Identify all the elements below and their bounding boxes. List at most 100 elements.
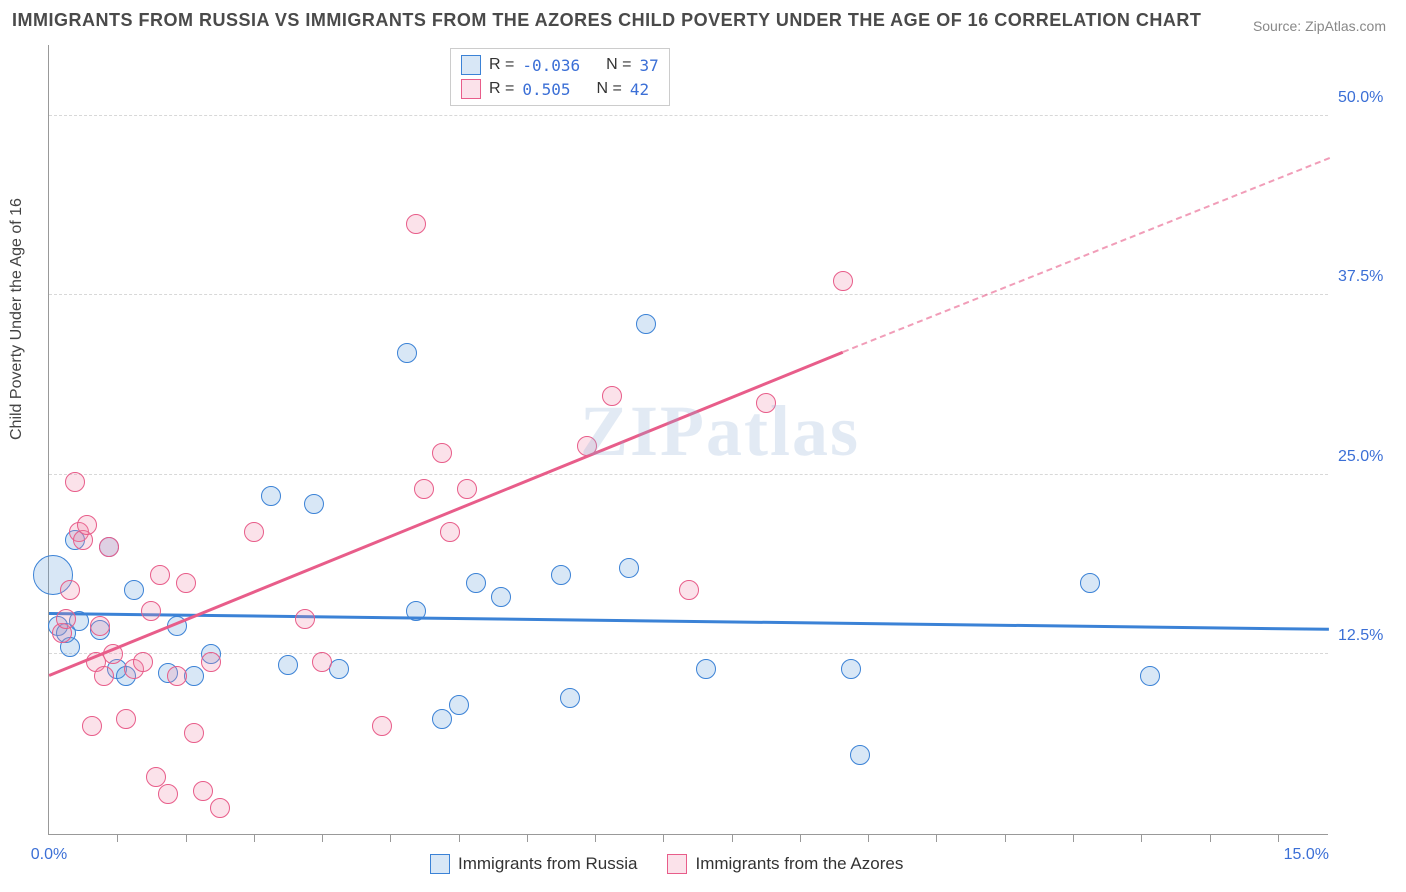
data-point bbox=[551, 565, 571, 585]
data-point bbox=[841, 659, 861, 679]
legend-swatch bbox=[667, 854, 687, 874]
data-point bbox=[406, 214, 426, 234]
y-tick-label: 37.5% bbox=[1338, 268, 1398, 286]
r-label: R = bbox=[489, 80, 514, 98]
r-value: -0.036 bbox=[522, 56, 580, 75]
legend-swatch bbox=[461, 55, 481, 75]
series-legend-item: Immigrants from the Azores bbox=[667, 854, 903, 874]
stats-legend: R = -0.036 N = 37 R = 0.505 N = 42 bbox=[450, 48, 670, 106]
data-point bbox=[167, 666, 187, 686]
gridline bbox=[49, 294, 1328, 295]
gridline bbox=[49, 474, 1328, 475]
data-point bbox=[94, 666, 114, 686]
data-point bbox=[372, 716, 392, 736]
data-point bbox=[278, 655, 298, 675]
n-label: N = bbox=[597, 80, 622, 98]
x-tick bbox=[800, 834, 801, 842]
gridline bbox=[49, 653, 1328, 654]
stats-legend-row: R = -0.036 N = 37 bbox=[461, 53, 659, 77]
data-point bbox=[244, 522, 264, 542]
data-point bbox=[679, 580, 699, 600]
data-point bbox=[696, 659, 716, 679]
x-tick bbox=[1005, 834, 1006, 842]
series-label: Immigrants from the Azores bbox=[695, 854, 903, 874]
x-tick bbox=[1141, 834, 1142, 842]
data-point bbox=[449, 695, 469, 715]
data-point bbox=[210, 798, 230, 818]
data-point bbox=[99, 537, 119, 557]
x-tick bbox=[390, 834, 391, 842]
x-tick bbox=[663, 834, 664, 842]
x-tick bbox=[459, 834, 460, 842]
data-point bbox=[850, 745, 870, 765]
data-point bbox=[261, 486, 281, 506]
data-point bbox=[150, 565, 170, 585]
data-point bbox=[414, 479, 434, 499]
data-point bbox=[560, 688, 580, 708]
legend-swatch bbox=[461, 79, 481, 99]
data-point bbox=[146, 767, 166, 787]
x-tick bbox=[1210, 834, 1211, 842]
x-tick bbox=[527, 834, 528, 842]
data-point bbox=[457, 479, 477, 499]
data-point bbox=[77, 515, 97, 535]
gridline bbox=[49, 115, 1328, 116]
series-label: Immigrants from Russia bbox=[458, 854, 637, 874]
x-tick bbox=[732, 834, 733, 842]
x-tick bbox=[117, 834, 118, 842]
data-point bbox=[65, 472, 85, 492]
data-point bbox=[201, 652, 221, 672]
data-point bbox=[432, 709, 452, 729]
data-point bbox=[397, 343, 417, 363]
data-point bbox=[329, 659, 349, 679]
data-point bbox=[602, 386, 622, 406]
x-tick bbox=[254, 834, 255, 842]
data-point bbox=[184, 723, 204, 743]
data-point bbox=[440, 522, 460, 542]
data-point bbox=[756, 393, 776, 413]
y-tick-label: 50.0% bbox=[1338, 89, 1398, 107]
r-value: 0.505 bbox=[522, 80, 570, 99]
x-tick-label: 0.0% bbox=[31, 846, 67, 864]
data-point bbox=[82, 716, 102, 736]
data-point bbox=[833, 271, 853, 291]
data-point bbox=[60, 580, 80, 600]
n-label: N = bbox=[606, 56, 631, 74]
x-tick bbox=[868, 834, 869, 842]
data-point bbox=[193, 781, 213, 801]
trend-line bbox=[49, 350, 844, 675]
data-point bbox=[1080, 573, 1100, 593]
data-point bbox=[176, 573, 196, 593]
x-tick bbox=[1278, 834, 1279, 842]
scatter-plot: 12.5%25.0%37.5%50.0%0.0%15.0% bbox=[48, 45, 1328, 835]
data-point bbox=[56, 609, 76, 629]
data-point bbox=[619, 558, 639, 578]
data-point bbox=[90, 616, 110, 636]
data-point bbox=[466, 573, 486, 593]
n-value: 37 bbox=[639, 56, 658, 75]
data-point bbox=[184, 666, 204, 686]
x-tick bbox=[186, 834, 187, 842]
x-tick bbox=[595, 834, 596, 842]
trend-line bbox=[49, 612, 1329, 630]
x-tick bbox=[1073, 834, 1074, 842]
data-point bbox=[491, 587, 511, 607]
data-point bbox=[636, 314, 656, 334]
y-tick-label: 12.5% bbox=[1338, 627, 1398, 645]
data-point bbox=[158, 784, 178, 804]
data-point bbox=[312, 652, 332, 672]
data-point bbox=[116, 709, 136, 729]
y-axis-label: Child Poverty Under the Age of 16 bbox=[8, 198, 26, 440]
data-point bbox=[295, 609, 315, 629]
data-point bbox=[124, 580, 144, 600]
series-legend-item: Immigrants from Russia bbox=[430, 854, 637, 874]
x-tick bbox=[322, 834, 323, 842]
x-tick bbox=[936, 834, 937, 842]
source-label: Source: ZipAtlas.com bbox=[1253, 18, 1386, 34]
data-point bbox=[432, 443, 452, 463]
data-point bbox=[304, 494, 324, 514]
r-label: R = bbox=[489, 56, 514, 74]
n-value: 42 bbox=[630, 80, 649, 99]
y-tick-label: 25.0% bbox=[1338, 448, 1398, 466]
chart-title: IMMIGRANTS FROM RUSSIA VS IMMIGRANTS FRO… bbox=[12, 10, 1201, 31]
